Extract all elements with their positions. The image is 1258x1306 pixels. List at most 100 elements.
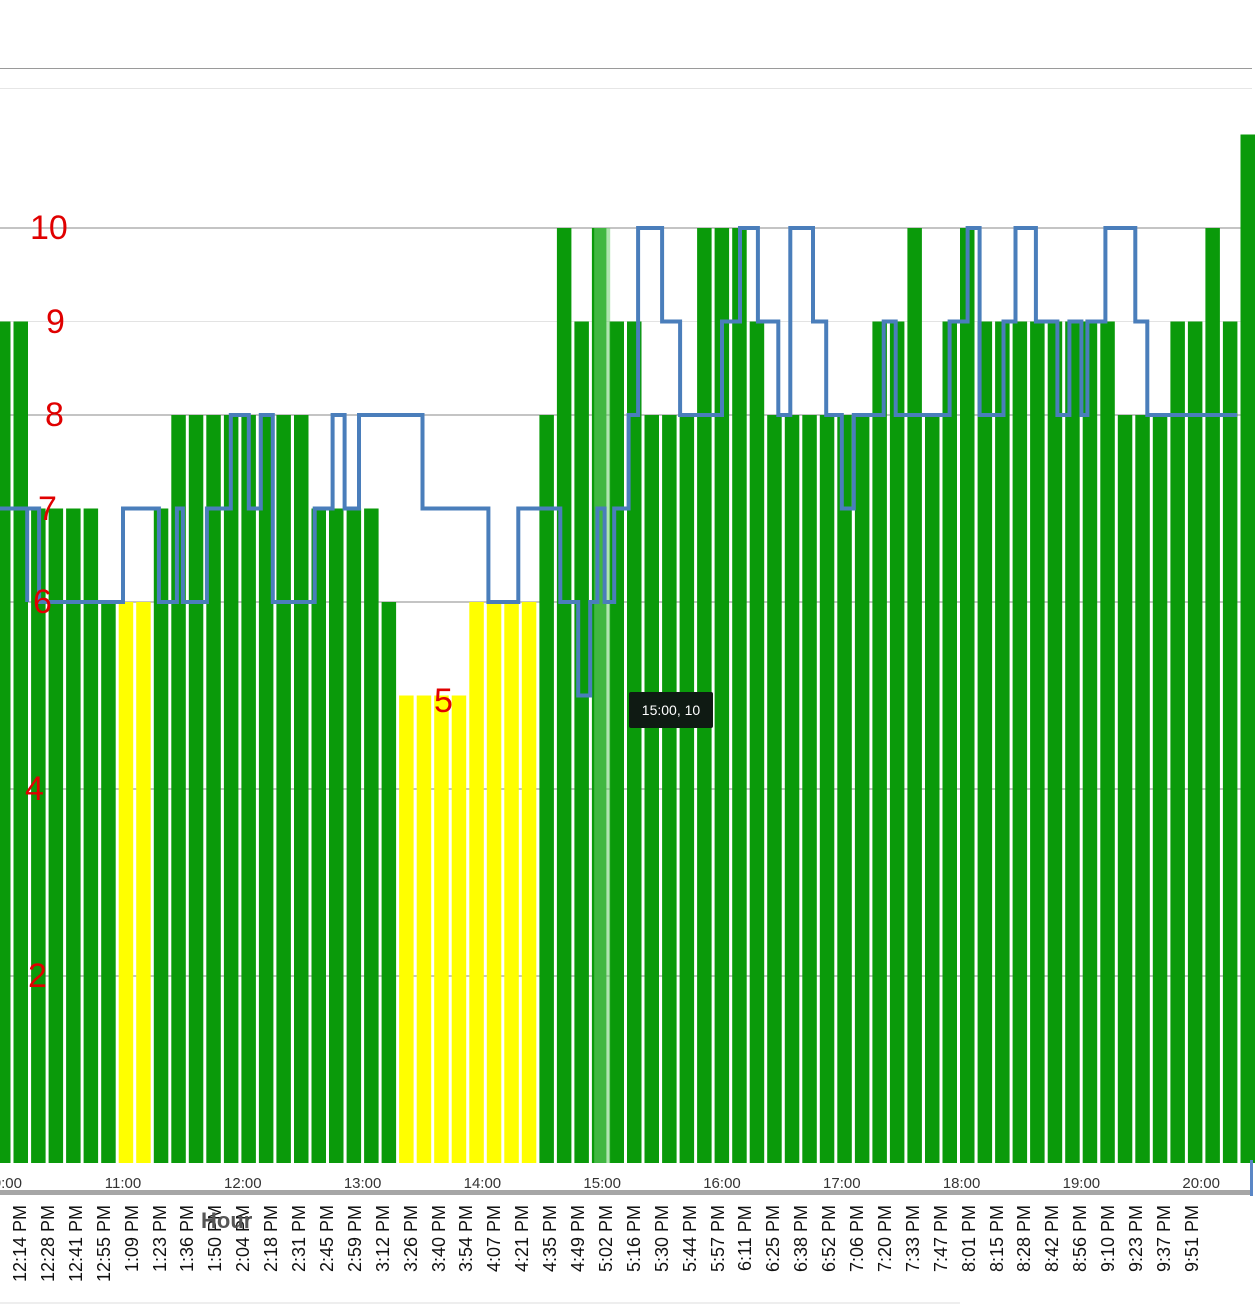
bar	[1012, 321, 1028, 1163]
bar	[802, 415, 817, 1163]
bar	[714, 228, 730, 1163]
bar	[644, 415, 659, 1163]
x-category-label: 1:36 PM	[177, 1205, 198, 1273]
x-category-label: 6:11 PM	[735, 1205, 756, 1271]
x-category-label: 4:21 PM	[512, 1205, 533, 1273]
x-category-label: 8:56 PM	[1070, 1205, 1091, 1273]
x-category-label: 9:23 PM	[1126, 1205, 1146, 1273]
bar	[0, 321, 11, 1163]
bar	[188, 415, 204, 1163]
bar	[574, 321, 589, 1163]
x-category-label: 3:26 PM	[400, 1205, 421, 1273]
bar	[1117, 415, 1133, 1163]
bar	[48, 508, 64, 1163]
bar	[539, 415, 554, 1163]
bar	[311, 508, 326, 1163]
bar	[556, 228, 572, 1163]
x-category-label: 5:44 PM	[679, 1205, 700, 1273]
x-time-tick: 15:00	[583, 1175, 621, 1192]
y-tick-label: 10	[30, 209, 68, 247]
bar	[1100, 321, 1115, 1163]
x-category-label: 8:01 PM	[958, 1205, 979, 1273]
bar	[749, 321, 765, 1163]
bar	[276, 415, 291, 1163]
top-divider-light	[0, 88, 1252, 89]
x-category-label: 8:28 PM	[1014, 1205, 1035, 1273]
hover-highlight-bar	[594, 228, 611, 1163]
y-tick-label: 7	[38, 489, 57, 528]
x-category-label: 4:07 PM	[484, 1205, 505, 1273]
x-category-label: 4:49 PM	[568, 1205, 588, 1273]
x-category-label: 9:51 PM	[1181, 1205, 1202, 1273]
bar	[907, 228, 922, 1163]
x-time-tick: 13:00	[343, 1175, 382, 1192]
x-time-tick: 14:00	[463, 1175, 502, 1192]
bar	[416, 695, 432, 1163]
x-category-label: 12:14 PM	[10, 1205, 30, 1283]
bar	[1187, 321, 1203, 1163]
bar	[101, 602, 116, 1163]
bar	[136, 602, 151, 1163]
x-time-tick: 12:00	[224, 1175, 262, 1192]
x-category-label: 12:41 PM	[65, 1205, 86, 1283]
x-time-tick: 10:00	[0, 1175, 22, 1192]
bar	[819, 415, 835, 1163]
bar	[1205, 228, 1220, 1163]
x-category-label: 7:06 PM	[847, 1205, 867, 1273]
bar	[732, 228, 747, 1163]
x-category-label: 2:45 PM	[316, 1205, 337, 1273]
x-category-label: 8:42 PM	[1042, 1205, 1063, 1273]
bar	[854, 415, 870, 1163]
x-category-label: 1:23 PM	[149, 1205, 170, 1273]
bar	[451, 695, 467, 1163]
bar	[942, 321, 957, 1163]
x-category-label: 5:30 PM	[651, 1205, 672, 1273]
y-tick-label: 4	[25, 770, 44, 808]
bar	[872, 321, 887, 1163]
bar	[153, 508, 169, 1163]
x-time-tick: 19:00	[1062, 1175, 1101, 1192]
bar	[925, 415, 940, 1163]
bottom-edge	[0, 1302, 960, 1304]
x-category-label: 9:10 PM	[1098, 1205, 1119, 1273]
bar	[381, 602, 397, 1163]
bar	[1222, 321, 1238, 1163]
x-category-label: 2:59 PM	[344, 1205, 365, 1273]
bar	[469, 602, 484, 1163]
x-category-label: 9:37 PM	[1153, 1205, 1174, 1273]
x-time-tick: 16:00	[703, 1175, 741, 1192]
bar	[258, 415, 274, 1163]
x-category-label: 7:47 PM	[930, 1205, 951, 1273]
x-category-label: 3:54 PM	[456, 1205, 477, 1273]
bar	[995, 321, 1010, 1163]
x-axis-bar	[0, 1190, 1252, 1195]
x-time-tick: 11:00	[104, 1175, 142, 1192]
y-tick-label: 2	[28, 957, 47, 995]
bar	[31, 508, 46, 1163]
y-tick-label: 6	[33, 583, 52, 621]
bar	[504, 602, 519, 1163]
x-time-tick: 20:00	[1182, 1175, 1220, 1192]
bar	[241, 415, 256, 1163]
x-category-label: 3:12 PM	[372, 1205, 393, 1273]
bar	[521, 602, 537, 1163]
y-tick-label: 9	[46, 302, 65, 341]
x-category-label: 12:28 PM	[37, 1205, 58, 1283]
bar	[837, 415, 852, 1163]
bar	[294, 415, 309, 1163]
x-category-label: 1:09 PM	[121, 1205, 142, 1273]
bar	[662, 415, 677, 1163]
x-category-label: 5:57 PM	[707, 1205, 728, 1273]
x-category-label: 6:52 PM	[819, 1205, 840, 1273]
x-category-label: 12:55 PM	[93, 1205, 114, 1283]
bar	[66, 508, 81, 1163]
x-axis-title: Hour	[201, 1208, 253, 1233]
value-annotation-label: 5	[434, 681, 453, 720]
x-category-label: 5:16 PM	[623, 1205, 644, 1273]
bar	[399, 695, 414, 1163]
x-category-label: 2:18 PM	[261, 1205, 282, 1273]
bar	[364, 508, 379, 1163]
x-time-tick: 18:00	[942, 1175, 981, 1192]
bar	[13, 321, 28, 1163]
bar	[1135, 415, 1150, 1163]
